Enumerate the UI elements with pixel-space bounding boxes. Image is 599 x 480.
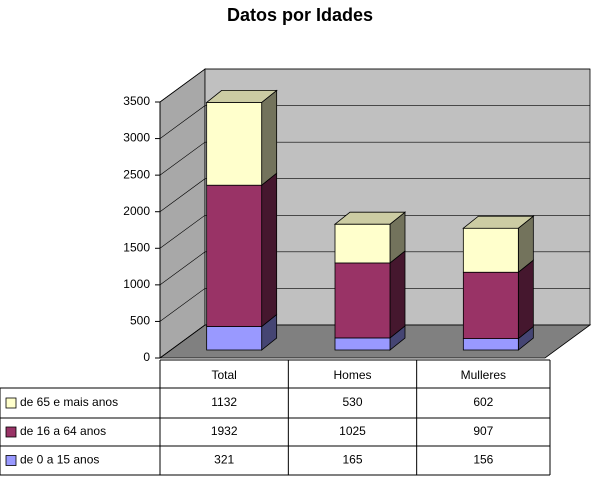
table-value: 156 — [473, 453, 493, 467]
table-value: 1932 — [211, 424, 238, 438]
table-value: 321 — [214, 453, 234, 467]
grid-line — [159, 68, 590, 103]
side-wall — [159, 68, 206, 359]
bar — [334, 223, 391, 264]
bar — [462, 338, 519, 351]
legend-label: de 65 e mais anos — [20, 395, 118, 409]
grid-line — [159, 324, 590, 359]
grid-line — [159, 251, 590, 286]
y-tick-label: 3500 — [123, 94, 150, 108]
table-value: 1132 — [211, 395, 237, 409]
bar — [334, 262, 391, 339]
grid-line — [159, 141, 590, 176]
bar — [334, 337, 391, 351]
legend-key — [5, 455, 17, 466]
bar-side — [261, 89, 278, 187]
legend-key — [5, 397, 17, 409]
legend-label: de 0 a 15 anos — [20, 453, 99, 467]
x-tick-label: Homes — [333, 368, 371, 382]
legend-key — [5, 426, 17, 438]
bar-side — [261, 172, 278, 328]
table-value: 1025 — [339, 424, 366, 438]
bar — [206, 102, 263, 186]
x-tick-label: Total — [211, 368, 236, 382]
bar — [462, 271, 519, 339]
y-tick-label: 1000 — [123, 277, 150, 291]
x-tick-label: Mulleres — [461, 368, 506, 382]
chart-title: Datos por Idades — [227, 5, 373, 25]
bar — [206, 326, 263, 351]
bar — [462, 227, 519, 273]
bar — [206, 184, 263, 327]
table-value: 602 — [473, 395, 493, 409]
bar-top — [462, 215, 535, 229]
table-value: 907 — [473, 424, 493, 438]
y-tick-label: 3000 — [123, 131, 150, 145]
bar-top — [205, 90, 278, 103]
bar-top — [333, 211, 407, 225]
y-tick-label: 0 — [143, 350, 150, 364]
grid-line — [159, 214, 590, 249]
grid-line — [159, 105, 590, 139]
grid-line — [159, 288, 590, 322]
y-tick-label: 500 — [130, 314, 150, 328]
grid-line — [159, 178, 590, 212]
table-value: 530 — [342, 395, 362, 409]
y-tick-label: 2000 — [123, 204, 150, 218]
bar-side — [517, 259, 534, 340]
table-value: 165 — [342, 453, 362, 467]
y-tick-label: 1500 — [123, 240, 150, 254]
y-tick-label: 2500 — [123, 167, 150, 181]
legend-label: de 16 a 64 anos — [20, 424, 106, 438]
bar-side — [389, 250, 406, 339]
